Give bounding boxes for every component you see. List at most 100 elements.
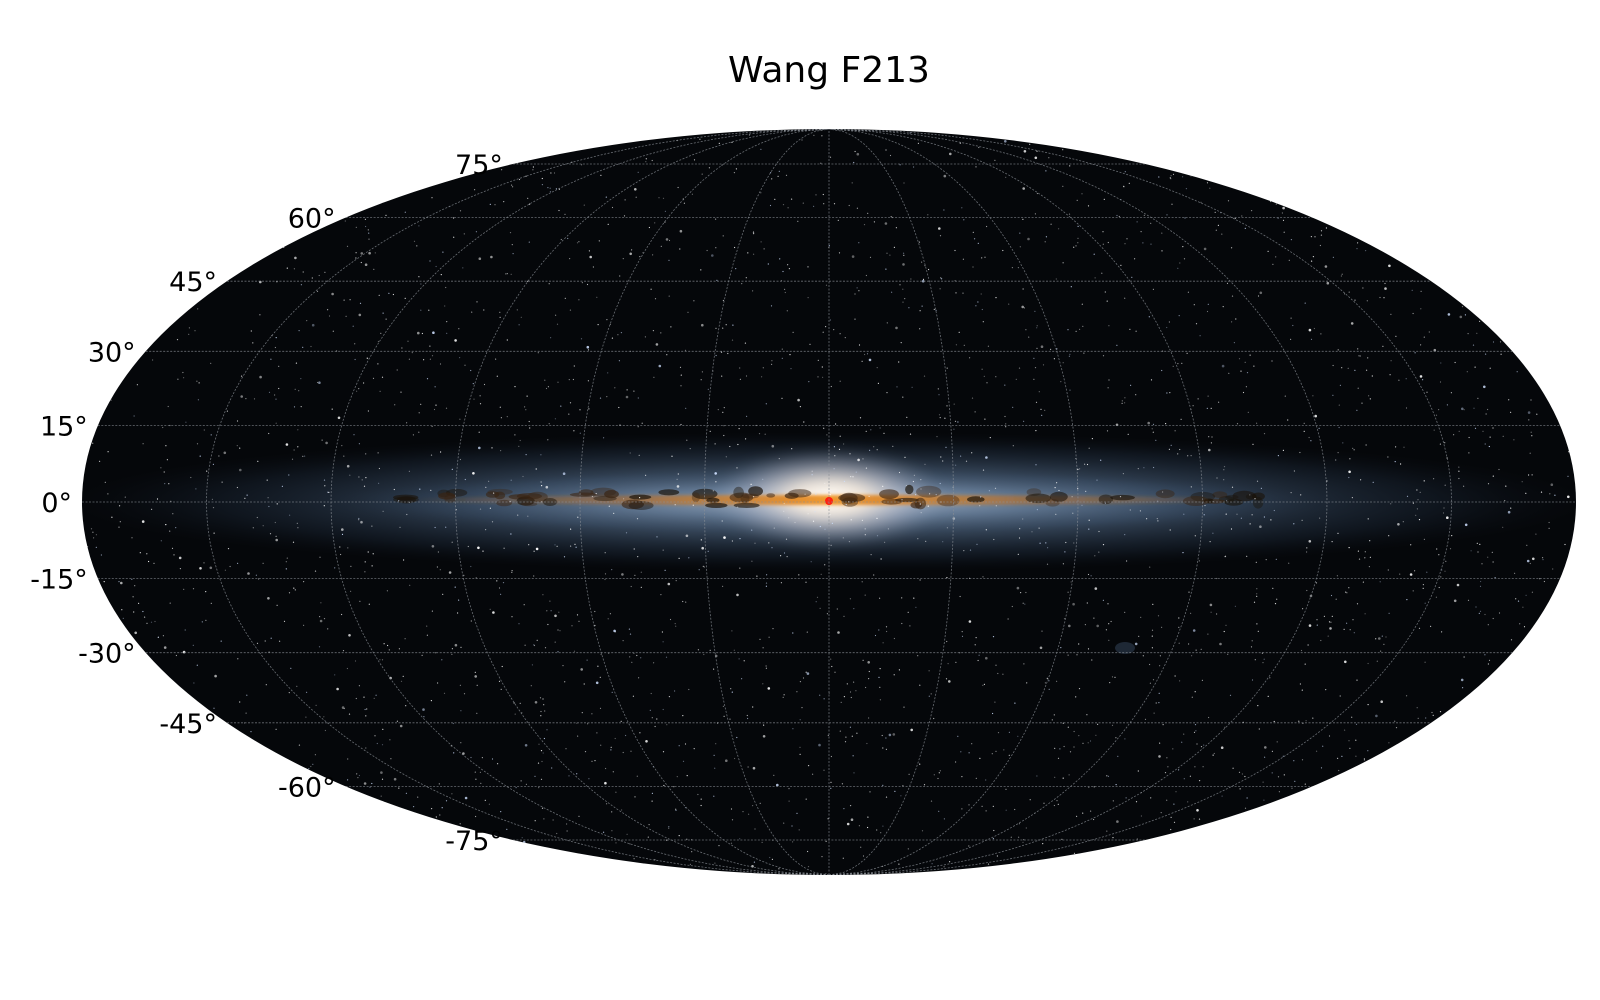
star [1314, 414, 1317, 418]
star [431, 808, 433, 810]
star [1340, 275, 1342, 277]
star [879, 699, 882, 701]
star [479, 508, 482, 510]
star [543, 818, 545, 820]
star [986, 382, 988, 384]
star [1018, 367, 1021, 369]
star [731, 339, 734, 341]
star [985, 656, 988, 660]
star [1053, 358, 1055, 360]
star [259, 375, 262, 379]
star [781, 348, 783, 350]
star [1542, 559, 1544, 561]
star [624, 199, 626, 201]
star [789, 354, 791, 356]
star [878, 676, 880, 679]
star [829, 156, 832, 158]
star [1316, 624, 1318, 626]
star [1005, 788, 1007, 790]
star [418, 225, 420, 227]
star [1338, 404, 1340, 406]
star [520, 316, 522, 318]
star [436, 566, 438, 568]
star [760, 148, 762, 150]
star [173, 554, 175, 556]
star [363, 382, 365, 384]
star [183, 377, 185, 379]
star [488, 480, 490, 482]
star [378, 467, 380, 470]
star [1554, 494, 1556, 496]
star [1149, 566, 1151, 568]
star [760, 241, 762, 243]
star [1315, 582, 1318, 584]
star [1003, 749, 1005, 751]
star [650, 288, 652, 290]
star [1143, 214, 1145, 216]
star [631, 661, 633, 663]
star [409, 584, 411, 586]
star [1213, 752, 1215, 755]
star [839, 380, 841, 382]
star [197, 399, 199, 401]
star [1487, 483, 1490, 485]
star [1220, 746, 1224, 749]
star [1155, 702, 1157, 704]
star [722, 235, 724, 237]
star [1476, 542, 1478, 544]
star [618, 360, 621, 362]
star [498, 587, 501, 589]
star [669, 618, 672, 621]
star [1021, 305, 1024, 309]
star [685, 534, 689, 538]
star [570, 528, 572, 530]
star [780, 555, 782, 557]
star [138, 602, 140, 605]
star [342, 650, 345, 652]
star [528, 544, 530, 546]
star [1367, 662, 1369, 665]
star [869, 791, 871, 793]
star [1515, 598, 1517, 600]
star [634, 188, 637, 191]
star [586, 659, 588, 661]
star [1077, 468, 1079, 470]
star [829, 319, 831, 321]
star [851, 182, 853, 184]
star [1198, 560, 1200, 562]
star [668, 696, 671, 698]
star [729, 718, 731, 720]
star [1263, 433, 1266, 435]
star [1029, 799, 1031, 801]
star [400, 680, 403, 682]
star [297, 446, 299, 448]
star [764, 433, 766, 435]
star [965, 460, 968, 462]
star [700, 804, 702, 807]
star [1500, 353, 1502, 355]
star [1256, 480, 1259, 482]
star [393, 777, 397, 781]
star [817, 376, 819, 378]
star [1225, 513, 1227, 515]
star [660, 245, 662, 247]
star [1068, 774, 1070, 776]
star [810, 561, 812, 563]
star [1514, 572, 1516, 574]
star [552, 819, 554, 821]
star [1185, 188, 1187, 190]
star [1348, 547, 1350, 549]
star [162, 426, 164, 429]
star [771, 363, 773, 365]
star [1075, 330, 1077, 332]
star [723, 434, 725, 437]
star [176, 339, 179, 341]
star [615, 791, 617, 793]
star [491, 447, 493, 449]
star [568, 413, 570, 415]
star [572, 378, 575, 381]
star [636, 518, 639, 520]
star [626, 833, 628, 835]
star [364, 218, 366, 220]
star [500, 417, 502, 419]
